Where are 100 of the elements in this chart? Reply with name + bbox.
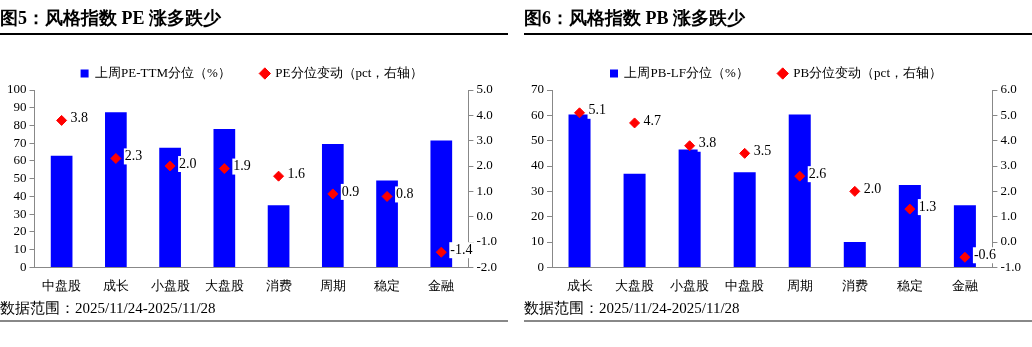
bar [623,173,646,267]
y-tick-label: 50 [13,170,27,186]
point [110,152,122,164]
y2-tick-label: 1.0 [1000,208,1017,224]
x-tick-label: 大盘股 [615,277,655,293]
legend-label: PE分位变动（pct，右轴） [275,64,424,80]
point [273,170,285,182]
x-tick-label: 成长 [566,277,593,293]
y-tick-label: 70 [531,81,544,97]
data-label: 5.1 [588,102,607,118]
bar [213,129,236,267]
y2-tick-label: 5.0 [1000,106,1017,122]
bar [953,205,976,267]
x-tick-label: 中盘股 [725,277,765,293]
x-tick-label: 成长 [102,277,129,293]
y2-tick-label: 5.0 [476,81,493,97]
bar [267,205,290,267]
y-tick-label: 70 [13,134,27,150]
y-tick-label: 50 [531,132,544,148]
data-label: -0.6 [973,246,997,262]
point [218,163,230,175]
point [739,147,751,159]
y2-tick-label: -1.0 [476,233,498,249]
y-tick-label: 80 [13,116,27,132]
data-label: 2.3 [124,148,143,164]
point [904,203,916,215]
y2-tick-label: 1.0 [476,182,493,198]
y-tick-label: 30 [13,205,27,221]
point [959,251,971,263]
data-label: 1.6 [287,165,306,181]
x-tick-label: 小盘股 [670,277,710,293]
bar [788,114,811,267]
data-label: 2.0 [863,181,882,197]
y-tick-label: 20 [13,223,27,239]
point [574,107,586,119]
y2-tick-label: 4.0 [1000,132,1017,148]
data-label: 4.7 [643,112,662,128]
x-tick-label: 稳定 [374,277,401,293]
bar [105,112,127,267]
y-tick-label: 0 [20,258,27,274]
point [56,114,68,126]
point [164,160,176,172]
data-label: 3.5 [753,143,772,159]
y2-tick-label: 0.0 [1000,233,1017,249]
y2-tick-label: 2.0 [476,157,493,173]
y-tick-label: 60 [531,106,544,122]
y-tick-label: 60 [13,152,27,168]
y2-tick-label: -1.0 [1000,258,1022,274]
y-tick-label: 10 [13,241,27,257]
point [684,140,696,152]
bar [568,114,591,267]
y-tick-label: 40 [13,187,27,203]
bar [733,172,756,267]
x-tick-label: 周期 [319,277,346,293]
bar [50,155,73,267]
y2-tick-label: 3.0 [1000,157,1017,173]
legend-label: 上周PB-LF分位（%） [624,64,749,80]
data-label: 0.9 [341,183,360,199]
y2-tick-label: 0.0 [476,208,493,224]
y-tick-label: 0 [537,258,544,274]
x-tick-label: 中盘股 [42,277,82,293]
data-label: 1.9 [233,158,251,174]
point [629,117,641,129]
x-tick-label: 金融 [428,277,455,293]
chart-title: 图6：风格指数 PB 涨多跌少 [524,4,1032,35]
x-tick-label: 周期 [786,277,813,293]
y-tick-label: 40 [531,157,544,173]
y2-tick-label: 6.0 [1000,81,1017,97]
bar [678,149,701,267]
point [435,246,447,258]
data-label: 3.8 [698,135,717,151]
y-tick-label: 90 [13,99,27,115]
data-label: 0.8 [396,186,414,202]
y2-tick-label: 4.0 [476,106,493,122]
y-tick-label: 100 [7,81,27,97]
text: 数据范围：2025/11/24-2025/11/28 [0,299,217,318]
point [849,185,861,197]
y-tick-label: 20 [531,208,544,224]
x-tick-label: 小盘股 [150,277,190,293]
data-label: 2.6 [808,165,827,181]
data-label: 3.8 [70,110,89,126]
y-tick-label: 30 [531,182,544,198]
bar [898,185,921,267]
x-tick-label: 消费 [265,277,292,293]
x-tick-label: 稳定 [896,277,923,293]
chart-title: 图5：风格指数 PE 涨多跌少 [0,4,508,35]
x-tick-label: 消费 [841,277,868,293]
data-label: -1.4 [450,241,473,257]
point [381,190,393,202]
point [794,170,806,182]
y2-tick-label: -2.0 [476,258,498,274]
legend-label: 上周PE-TTM分位（%） [95,64,231,80]
data-label: 2.0 [179,155,197,171]
bar [376,180,398,267]
legend-label: PB分位变动（pct，右轴） [793,64,943,80]
data-label: 1.3 [918,198,937,214]
bar [843,242,866,267]
x-tick-label: 金融 [951,277,978,293]
text: 数据范围：2025/11/24-2025/11/28 [524,299,741,318]
y2-tick-label: 3.0 [476,132,493,148]
